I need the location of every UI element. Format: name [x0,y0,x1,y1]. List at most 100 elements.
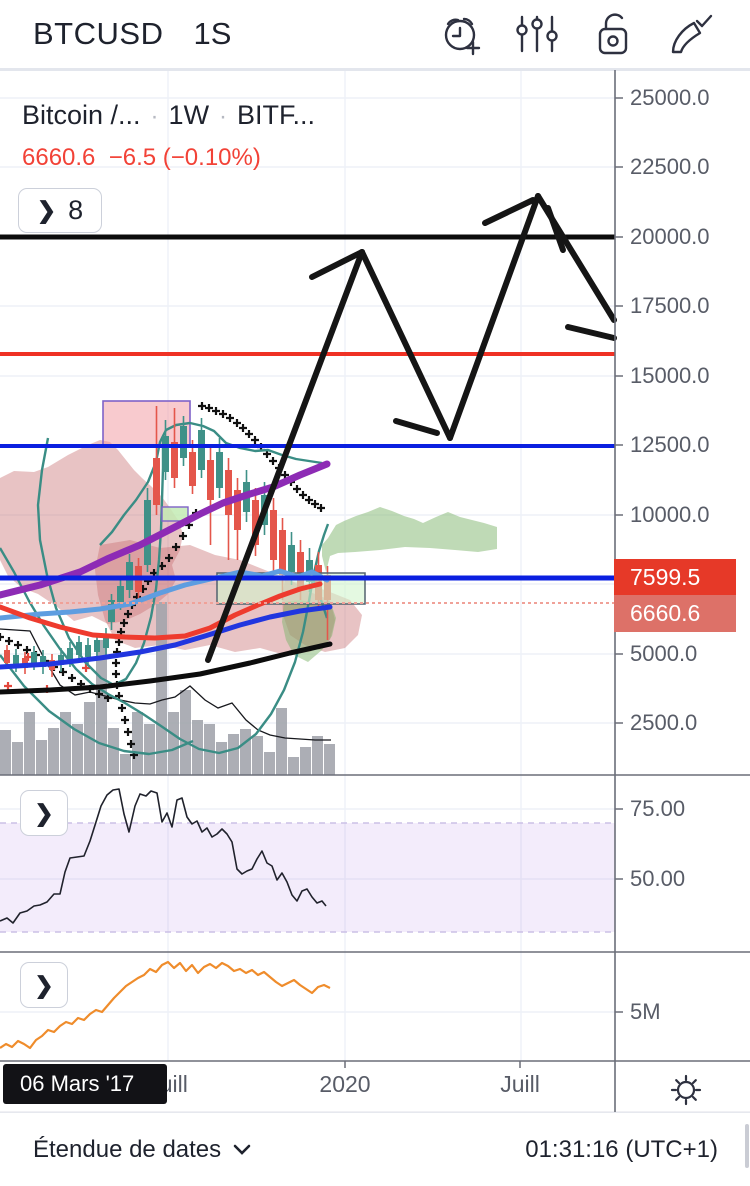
last-price: 6660.6 [22,144,96,171]
trend-projection-drawing [205,249,365,663]
drawing-brush-check-icon[interactable] [664,9,714,59]
candlestick [279,530,286,575]
volume-axis-label: 5M [630,999,661,1024]
rsi-axis-label: 75.00 [630,796,686,821]
volume-bar [72,724,83,775]
indicators-expander-button[interactable]: ❯ 8 [18,188,102,233]
candlestick [180,426,187,458]
chart-legend[interactable]: Bitcoin /... · 1W · BITF... [22,100,315,131]
volume-bar [96,640,107,775]
volume-bar [108,728,119,775]
volume-bar [48,728,59,775]
price-axis-label: 25000.0 [630,85,710,110]
ichimoku-cloud-bearish [95,540,335,655]
trend-projection-drawing [393,418,440,436]
chevron-right-icon: ❯ [36,197,57,223]
volume-bar [300,747,311,775]
candlestick [94,640,100,652]
volume-bar [276,708,287,775]
volume-bar [12,742,23,775]
trend-projection-drawing [309,249,365,280]
candlestick [252,500,259,545]
legend-symbol-name: Bitcoin /... [22,100,141,130]
time-axis-label: 2020 [319,1071,371,1097]
volume-bar [228,734,239,775]
bottom-toolbar: Étendue de dates 01:31:16 (UTC+1) [0,1112,750,1186]
scrollbar-handle[interactable] [745,1124,749,1168]
volume-bar [168,712,179,775]
volume-bar [312,736,323,775]
candlestick [153,458,160,505]
price-axis-label: 17500.0 [630,293,710,318]
current-price-badge: 6660.6 [614,595,736,632]
price-axis-label: 22500.0 [630,154,710,179]
price-axis-label: 15000.0 [630,363,710,388]
price-change: −6.5 (−0.10%) [108,144,261,171]
trend-projection-drawing [565,324,617,341]
candlestick [103,635,109,648]
level-price-badge: 7599.5 [614,559,736,595]
unlock-icon[interactable] [588,9,638,59]
candlestick [207,460,214,500]
indicators-count: 8 [68,195,84,225]
candlestick [108,600,115,622]
volume-bar [144,724,155,775]
price-axis-label: 5000.0 [630,641,698,666]
purple-ma-line [0,460,331,599]
legend-separator-dot: · [219,103,228,130]
candlestick [13,655,19,666]
volume-bar [180,690,191,775]
indicators-settings-icon[interactable] [512,9,562,59]
price-axis-label: 2500.0 [630,710,698,735]
candlestick [297,552,304,590]
chevron-down-icon [233,1144,251,1155]
volume-indicator-line [0,960,331,1050]
bollinger-band-line [0,654,194,756]
date-tooltip: 06 Mars '17 [3,1064,167,1104]
volume-pane-expander-button[interactable]: ❯ [20,962,68,1008]
brightness-theme-icon[interactable] [666,1070,706,1110]
volume-bar [24,712,35,775]
volume-bar [252,736,263,775]
volume-bar [156,602,167,775]
candlestick [234,490,241,530]
rsi-band [0,823,615,932]
symbol-title[interactable]: BTCUSD [33,16,164,51]
red-ma-line [0,581,323,641]
ichimoku-cloud-bullish [322,507,497,572]
candlestick [67,648,73,660]
clock-display[interactable]: 01:31:16 (UTC+1) [525,1135,718,1163]
candlestick [117,586,124,602]
candlestick [85,645,91,657]
volume-bar [264,752,275,775]
volume-bar [324,744,335,775]
legend-separator-dot: · [150,103,159,130]
volume-bar [120,754,131,775]
volume-bar [60,712,71,775]
rsi-axis-label: 50.00 [630,866,686,891]
price-axis-label: 10000.0 [630,502,710,527]
volume-bar [132,712,143,775]
chevron-right-icon: ❯ [34,799,54,826]
price-axis-label: 20000.0 [630,224,710,249]
sar-marks [198,402,325,512]
legend-interval: 1W [168,100,210,130]
date-range-selector[interactable]: Étendue de dates [33,1136,251,1164]
candlestick [216,452,223,488]
chevron-right-icon: ❯ [34,971,54,998]
rsi-pane-expander-button[interactable]: ❯ [20,790,68,836]
candlestick [225,470,232,515]
add-alert-icon[interactable] [436,9,486,59]
top-toolbar: BTCUSD 1S [0,0,750,70]
price-axis-label: 12500.0 [630,432,710,457]
volume-bar [0,730,11,775]
trend-projection-drawing [447,193,541,441]
legend-price-change: 6660.6 −6.5 (−0.10%) [22,144,261,172]
volume-bar [204,724,215,775]
volume-bar [288,757,299,775]
drawing-rectangle-green-small [161,506,189,522]
interval-selector[interactable]: 1S [193,16,232,51]
candlestick [76,642,82,655]
candlestick [4,650,10,663]
